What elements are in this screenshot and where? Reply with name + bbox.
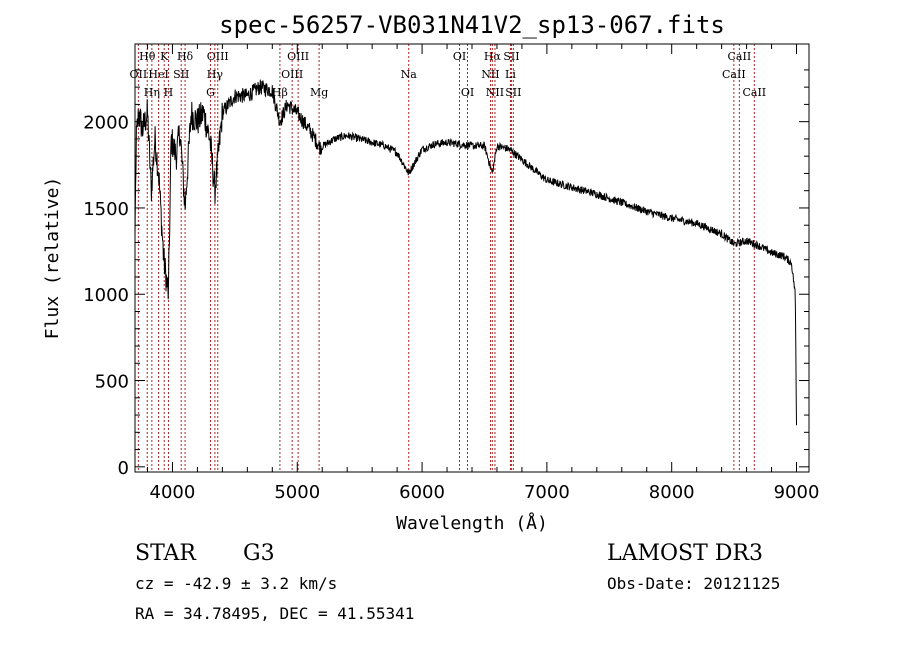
line-label-hα: Hα (484, 50, 502, 63)
line-label-oiii: OIII (281, 68, 303, 81)
line-label-nii: NII (486, 86, 504, 99)
line-label-g: G (206, 86, 215, 99)
x-tick-label: 7000 (524, 482, 570, 503)
spectrum-series (134, 79, 797, 426)
line-label-oii: OII (130, 68, 148, 81)
object-subclass: G3 (243, 541, 275, 566)
line-label-k: K (160, 50, 169, 63)
plot-frame (134, 43, 810, 473)
line-label-oiii: OIII (207, 50, 229, 63)
object-class: STAR (135, 541, 197, 566)
y-tick-label: 1000 (83, 285, 129, 306)
x-tick-label: 9000 (774, 482, 820, 503)
axis-ticks: 4000 5000 6000 7000 8000 9000 0 500 1000 1500 2000 (83, 44, 819, 503)
line-label-sii: SII (505, 86, 521, 99)
chart-title: spec-56257-VB031N41V2_sp13-067.fits (219, 11, 725, 39)
line-label-na: Na (401, 68, 418, 81)
observation-date: Obs-Date: 20121125 (607, 574, 780, 593)
line-label-mg: Mg (310, 86, 328, 99)
line-label-sii: SII (503, 50, 519, 63)
line-label-oi: OI (453, 50, 466, 63)
line-label-nii: NII (481, 68, 499, 81)
survey-name: LAMOST DR3 (607, 541, 763, 566)
line-label-caii: CaII (722, 68, 746, 81)
redshift-cz: cz = -42.9 ± 3.2 km/s (135, 574, 337, 593)
line-label-hei: HeI (148, 68, 168, 81)
line-label-oi: OI (461, 86, 474, 99)
line-label-hβ: Hβ (272, 86, 288, 99)
y-tick-label: 1500 (83, 199, 129, 220)
line-label-li: Li (505, 68, 516, 81)
x-tick-label: 8000 (649, 482, 695, 503)
ra-dec-coordinates: RA = 34.78495, DEC = 41.55341 (135, 604, 414, 623)
x-axis-label: Wavelength (Å) (396, 512, 548, 534)
spectral-line-markers: OII Hθ HeI Hη K H SII Hδ OIII Hγ G Hβ OIII OIII Mg Na OI… (130, 44, 766, 472)
y-tick-label: 0 (118, 458, 129, 479)
line-label-oiii: OIII (287, 50, 309, 63)
y-tick-label: 2000 (83, 113, 129, 134)
line-label-caii: CaII (742, 86, 766, 99)
y-axis-label: Flux (relative) (42, 177, 63, 340)
line-label-caii: CaII (728, 50, 752, 63)
line-label-h: H (164, 86, 174, 99)
line-label-hγ: Hγ (207, 68, 224, 81)
line-label-hδ: Hδ (177, 50, 194, 63)
line-label-hθ: Hθ (139, 50, 156, 63)
x-tick-label: 6000 (399, 482, 445, 503)
line-label-sii: SII (173, 68, 189, 81)
x-tick-label: 5000 (274, 482, 320, 503)
x-tick-label: 4000 (150, 482, 196, 503)
y-tick-label: 500 (95, 372, 129, 393)
line-label-hη: Hη (144, 86, 160, 99)
